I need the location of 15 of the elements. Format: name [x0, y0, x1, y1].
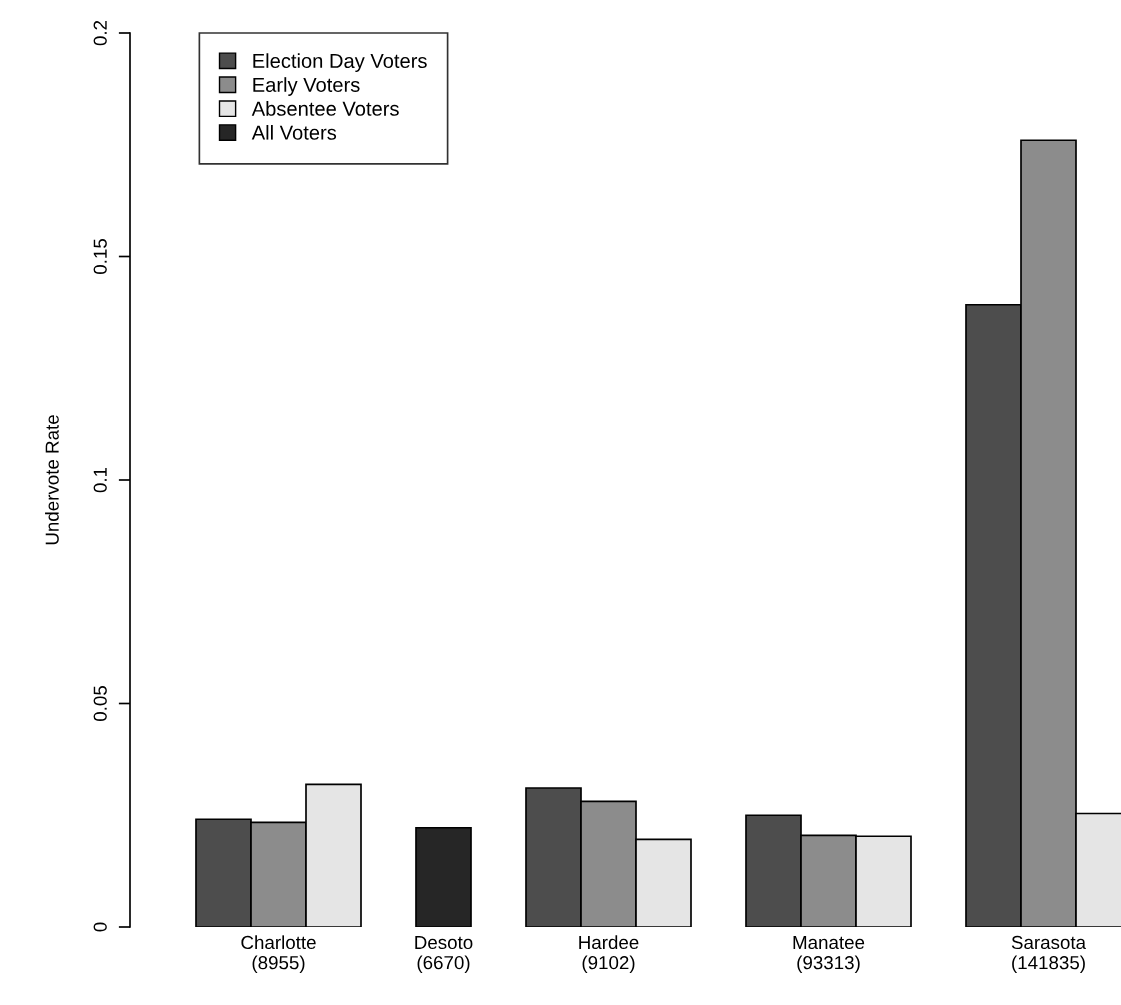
y-tick-label: 0.05	[93, 686, 107, 722]
y-tick-label: 0.2	[93, 20, 107, 46]
y-axis-title: Undervote Rate	[45, 415, 59, 545]
x-tick-label: Manatee (93313)	[793, 936, 865, 973]
y-tick-label: 0.1	[93, 467, 107, 493]
legend-label: Absentee Voters	[251, 101, 399, 116]
x-tick-label: Sarasota (141835)	[1011, 935, 1087, 973]
x-tick-label: Desoto (6670)	[415, 936, 473, 973]
y-tick-label: 0.15	[93, 239, 107, 275]
x-tick-label: Charlotte (8955)	[241, 935, 316, 973]
legend-label: Early Voters	[253, 77, 360, 96]
y-tick-label: 0	[93, 922, 107, 932]
legend-label: Election Day Voters	[253, 53, 427, 73]
legend-label: All Voters	[251, 124, 337, 140]
x-tick-label: Hardee (9102)	[579, 935, 639, 973]
